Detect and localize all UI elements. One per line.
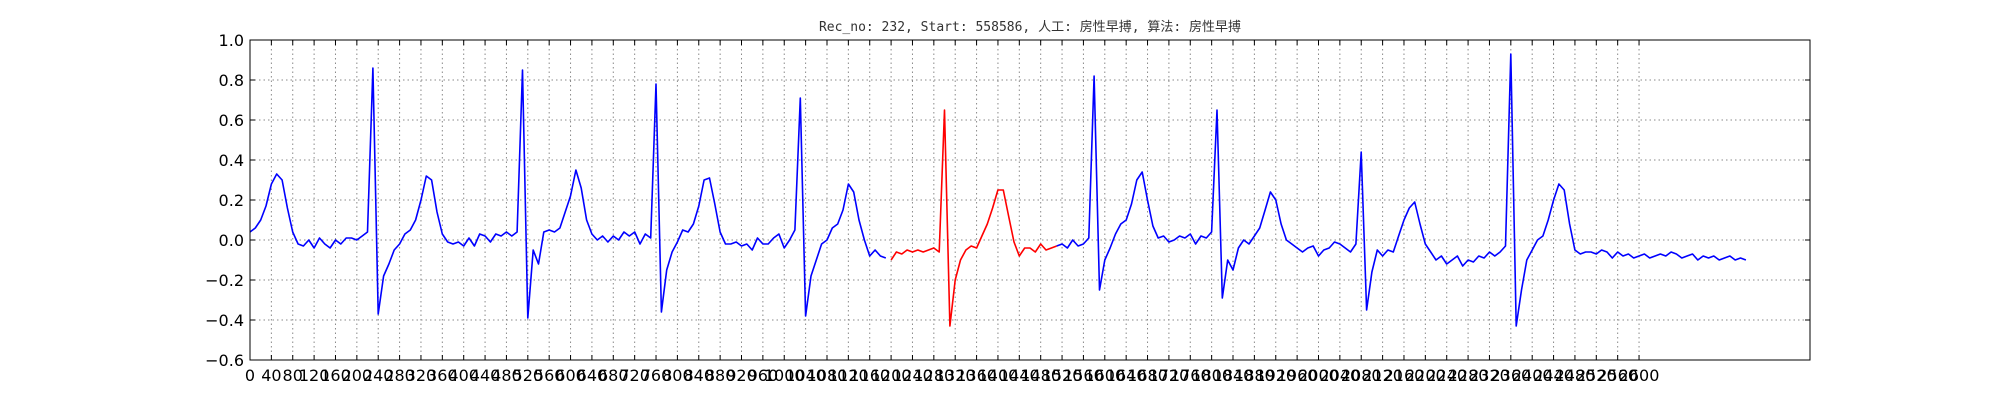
x-tick-label: 2560 <box>1597 366 1638 385</box>
x-tick-label: 680 <box>598 366 629 385</box>
x-tick-label: 1480 <box>1020 366 1061 385</box>
x-tick-label: 2080 <box>1341 366 1382 385</box>
x-tick-label: 200 <box>342 366 373 385</box>
x-tick-label: 2320 <box>1469 366 1510 385</box>
x-tick-label: 1800 <box>1191 366 1232 385</box>
x-tick-label: 1240 <box>892 366 933 385</box>
x-tick-label: 480 <box>491 366 522 385</box>
x-tick-label: 1960 <box>1277 366 1318 385</box>
y-tick-label: 0.4 <box>219 151 244 170</box>
x-tick-label: 720 <box>619 366 650 385</box>
x-tick-label: 80 <box>283 366 303 385</box>
x-tick-label: 280 <box>384 366 415 385</box>
x-tick-label: 2600 <box>1619 366 1660 385</box>
x-tick-label: 880 <box>705 366 736 385</box>
x-tick-label: 1520 <box>1042 366 1083 385</box>
x-tick-label: 1880 <box>1234 366 1275 385</box>
x-tick-label: 240 <box>363 366 394 385</box>
x-tick-label: 2000 <box>1298 366 1339 385</box>
x-tick-label: 960 <box>748 366 779 385</box>
x-tick-label: 1280 <box>913 366 954 385</box>
x-tick-label: 1600 <box>1084 366 1125 385</box>
y-tick-label: 0.0 <box>219 231 244 250</box>
x-tick-label: 120 <box>299 366 330 385</box>
x-tick-label: 640 <box>577 366 608 385</box>
axes: 0 40 8012016020024028032036040044048052056… <box>205 31 1810 385</box>
x-tick-label: 2120 <box>1362 366 1403 385</box>
x-tick-label: 1760 <box>1170 366 1211 385</box>
x-tick-label: 1560 <box>1063 366 1104 385</box>
y-tick-label: −0.4 <box>205 311 244 330</box>
series-line-2 <box>1056 53 1747 327</box>
x-tick-label: 2040 <box>1320 366 1361 385</box>
x-tick-label: 40 <box>261 366 281 385</box>
x-tick-label: 400 <box>448 366 479 385</box>
x-tick-label: 2160 <box>1384 366 1425 385</box>
y-tick-label: 0.2 <box>219 191 244 210</box>
x-tick-label: 2280 <box>1448 366 1489 385</box>
x-tick-label: 360 <box>427 366 458 385</box>
x-tick-label: 1360 <box>956 366 997 385</box>
x-tick-label: 1400 <box>978 366 1019 385</box>
x-tick-label: 1680 <box>1127 366 1168 385</box>
x-tick-label: 1040 <box>785 366 826 385</box>
x-tick-label: 1640 <box>1106 366 1147 385</box>
x-tick-label: 1840 <box>1213 366 1254 385</box>
x-tick-label: 0 <box>245 366 255 385</box>
x-tick-label: 1440 <box>999 366 1040 385</box>
x-tick-label: 2400 <box>1512 366 1553 385</box>
x-tick-label: 1160 <box>849 366 890 385</box>
chart-title: Rec_no: 232, Start: 558586, 人工: 房性早搏, 算法… <box>819 19 1241 35</box>
y-tick-label: 0.8 <box>219 71 244 90</box>
x-tick-label: 1080 <box>807 366 848 385</box>
y-tick-label: −0.2 <box>205 271 244 290</box>
x-tick-label: 2200 <box>1405 366 1446 385</box>
x-tick-label: 440 <box>470 366 501 385</box>
x-tick-label: 2520 <box>1576 366 1617 385</box>
x-tick-label: 1720 <box>1149 366 1190 385</box>
x-tick-label: 1920 <box>1255 366 1296 385</box>
x-tick-label: 800 <box>662 366 693 385</box>
x-tick-label: 1000 <box>764 366 805 385</box>
grid <box>250 40 1810 360</box>
x-tick-label: 520 <box>513 366 544 385</box>
x-tick-label: 840 <box>683 366 714 385</box>
x-tick-label: 1320 <box>935 366 976 385</box>
x-tick-label: 1200 <box>871 366 912 385</box>
series-layer <box>249 53 1747 327</box>
x-tick-label: 760 <box>641 366 672 385</box>
x-tick-label: 2360 <box>1490 366 1531 385</box>
x-tick-label: 2440 <box>1533 366 1574 385</box>
x-tick-label: 2240 <box>1426 366 1467 385</box>
x-tick-label: 320 <box>406 366 437 385</box>
series-line-1 <box>890 109 1057 327</box>
y-tick-label: 0.6 <box>219 111 244 130</box>
series-line-0 <box>249 67 887 319</box>
y-tick-label: 1.0 <box>219 31 244 50</box>
y-tick-label: −0.6 <box>205 351 244 370</box>
x-tick-label: 600 <box>555 366 586 385</box>
x-tick-label: 2480 <box>1555 366 1596 385</box>
x-tick-label: 160 <box>320 366 351 385</box>
x-tick-label: 920 <box>726 366 757 385</box>
x-tick-label: 560 <box>534 366 565 385</box>
x-tick-label: 1120 <box>828 366 869 385</box>
